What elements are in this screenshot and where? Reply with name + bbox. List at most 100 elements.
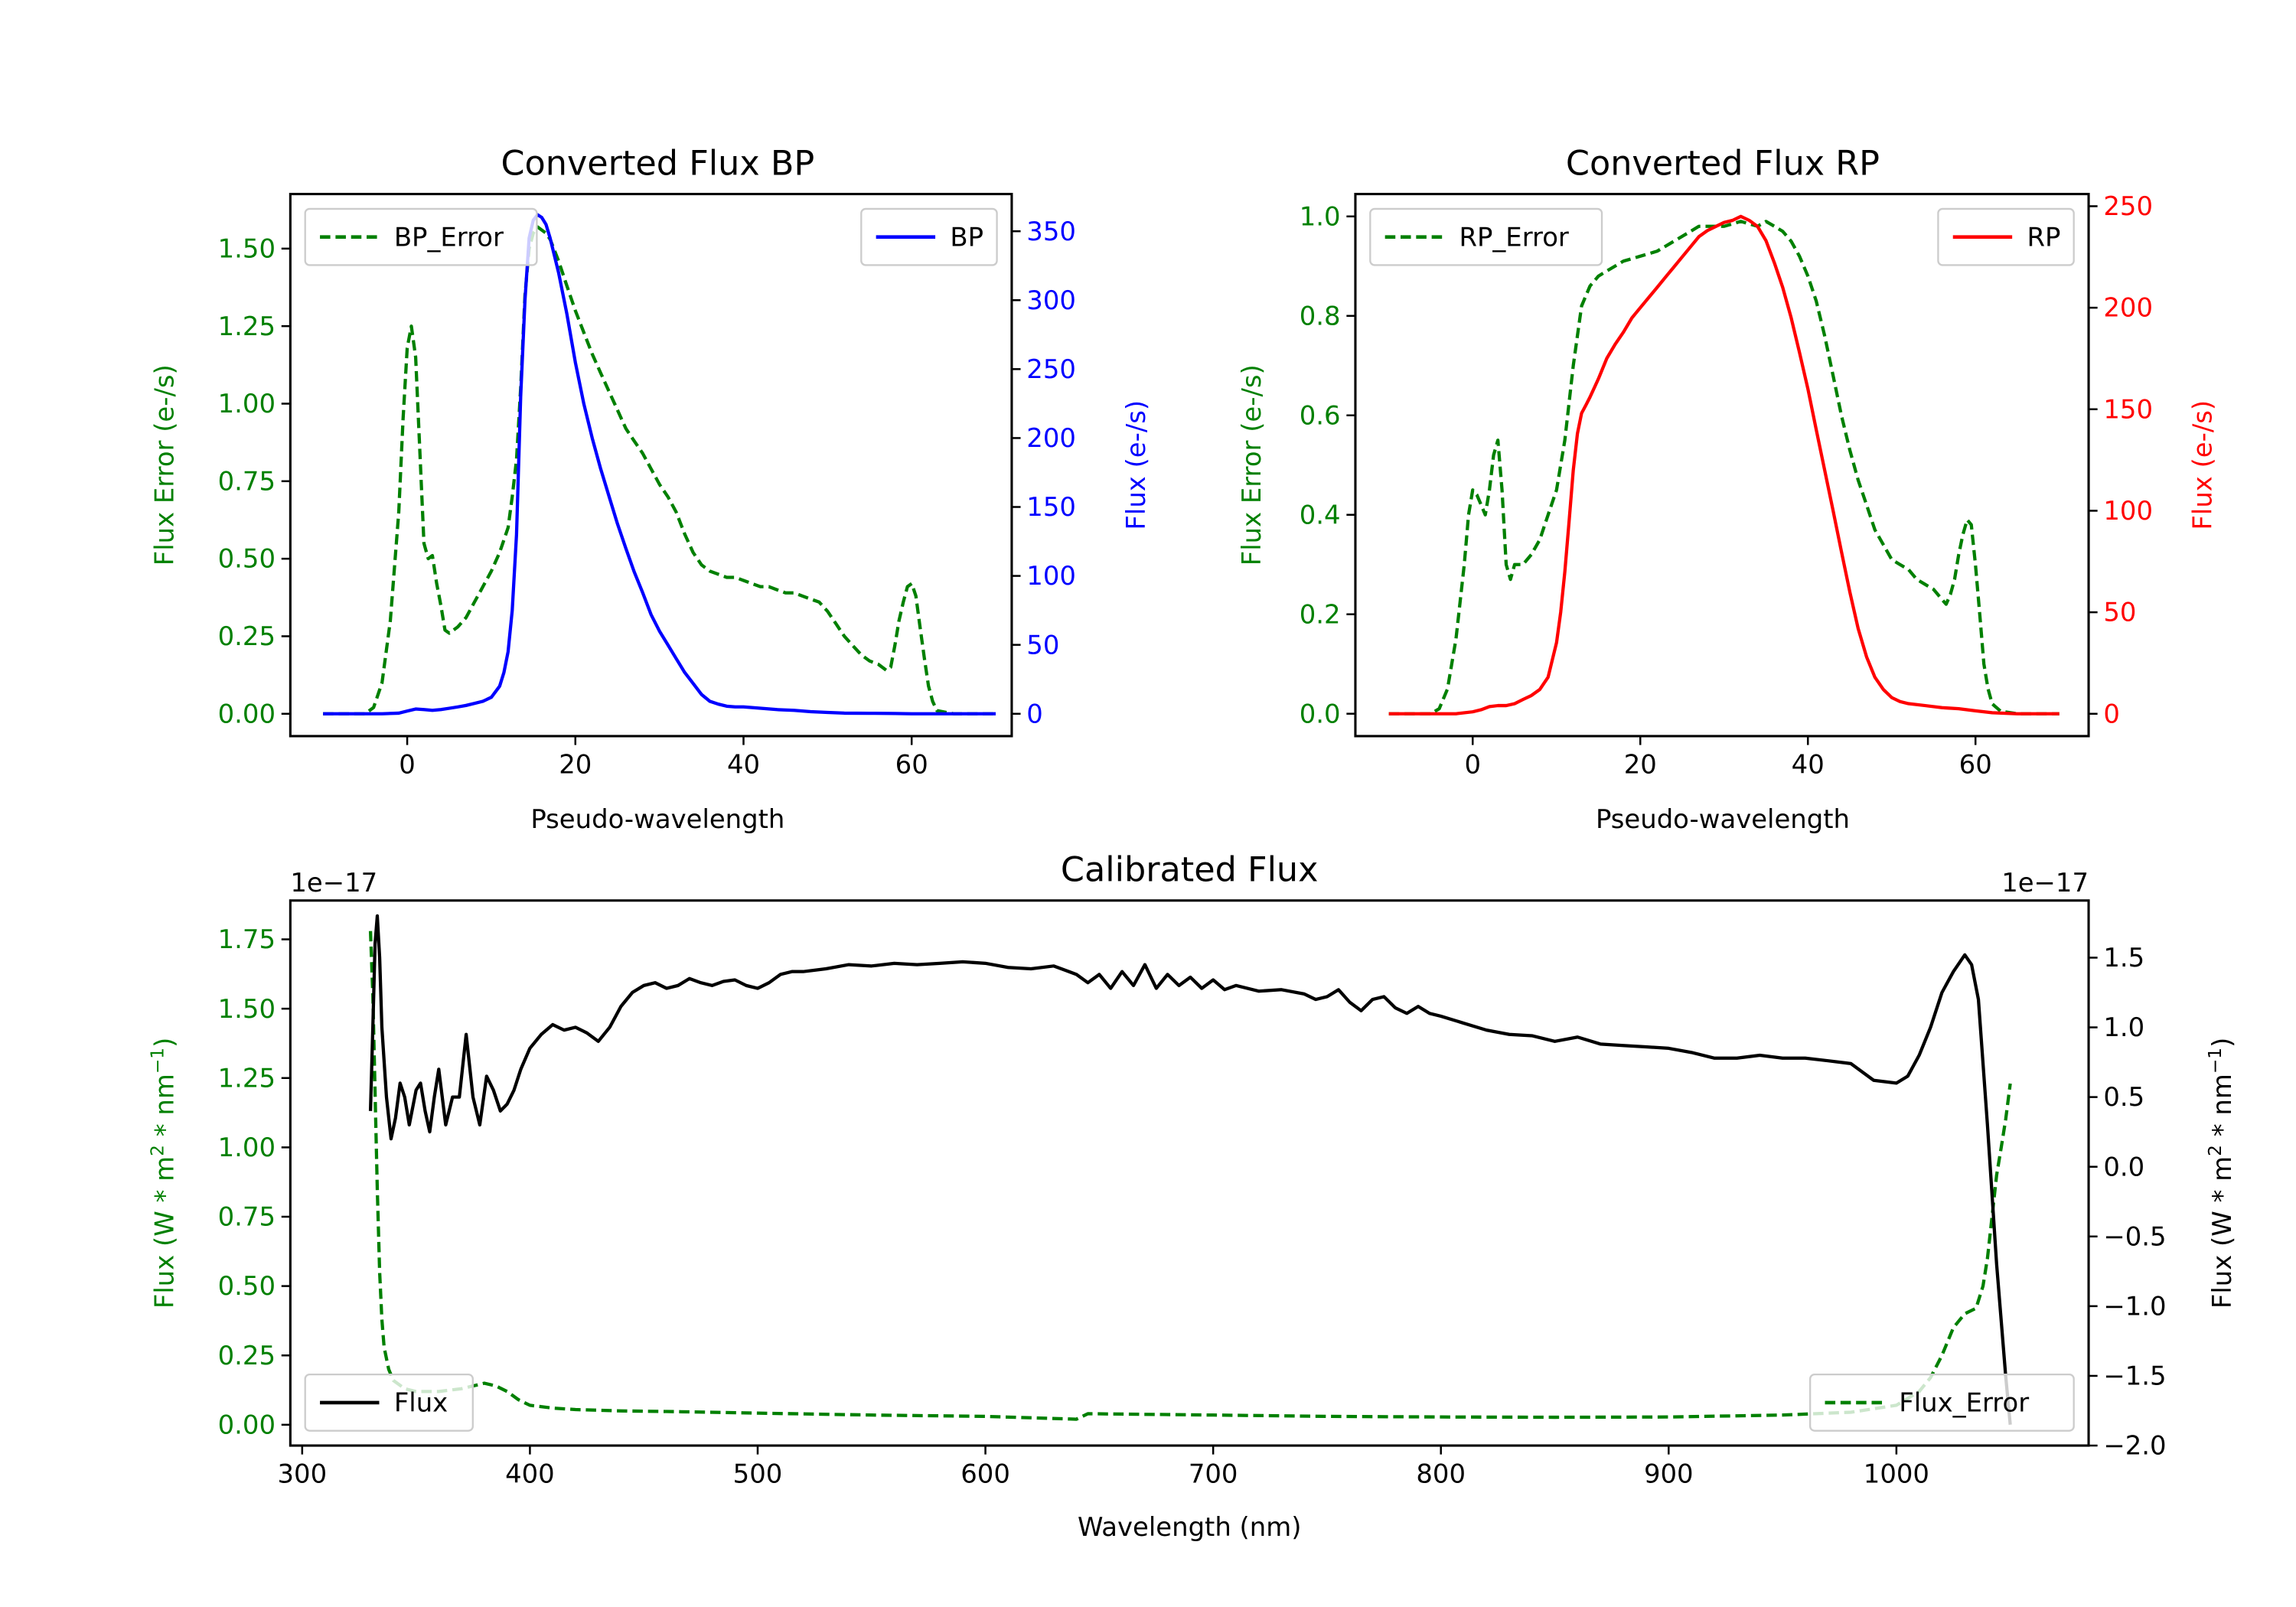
rp-xtick-label: 60 [1959, 749, 1992, 779]
calibrated-ytick-right-label: 1.5 [2103, 943, 2144, 973]
rp-axes-frame [1354, 193, 2090, 738]
rp-legend-left: RP_Error [1369, 207, 1603, 266]
calibrated-offset-left: 1e−17 [290, 868, 377, 898]
calibrated-ytick-right-label: 0.0 [2103, 1152, 2144, 1182]
bp-xlabel: Pseudo-wavelength [530, 804, 784, 834]
bp-legend-label: BP_Error [394, 222, 504, 252]
rp-ytick-left-label: 0.2 [1300, 599, 1341, 629]
calibrated-legend-label: Flux [394, 1388, 448, 1418]
rp-ylabel-right: Flux (e-/s) [2188, 400, 2218, 530]
bp-ytick-left-label: 0.00 [218, 699, 276, 729]
bp-axes-frame [289, 193, 1013, 738]
bp-ytick-right-label: 50 [1026, 630, 1059, 660]
bp-xtick-label: 0 [399, 749, 416, 779]
bp-ytick-left-label: 0.75 [218, 466, 276, 496]
calibrated-ylabel-left: Flux (W * m2 * nm−1) [147, 1038, 180, 1309]
calibrated-plot-area: 300 400 500 600 700 800 900 1000 0.00 0.25 0.50 0.7… [218, 899, 2167, 1488]
calibrated-legend-label: Flux_Error [1899, 1388, 2029, 1418]
rp-series-group [1388, 214, 2060, 715]
calibrated-ytick-left-label: 1.50 [218, 994, 276, 1024]
rp-ytick-right-label: 250 [2103, 191, 2153, 221]
bp-chart: Converted Flux BP Pseudo-wavelength Flux… [149, 144, 1151, 834]
calibrated-xtick-label: 500 [733, 1459, 783, 1488]
calibrated-title: Calibrated Flux [1061, 851, 1319, 890]
rp-ytick-left-label: 0.4 [1300, 500, 1341, 530]
rp-plot-area: 0 20 40 60 0.0 0.2 0.4 0.6 0.8 1.0 0 50 100 150 200 250… [1300, 191, 2153, 779]
rp-ylabel-left: Flux Error (e-/s) [1237, 364, 1267, 566]
calibrated-ytick-right-label: −1.5 [2103, 1361, 2166, 1391]
calibrated-ytick-left-label: 1.00 [218, 1133, 276, 1162]
bp-ytick-right-label: 100 [1026, 561, 1076, 591]
calibrated-ytick-left-label: 0.25 [218, 1341, 276, 1371]
bp-ytick-right-label: 350 [1026, 217, 1076, 246]
rp-line-rp [1388, 214, 2060, 715]
calibrated-ytick-left-label: 0.50 [218, 1271, 276, 1301]
rp-ytick-right-label: 150 [2103, 394, 2153, 424]
rp-legend-label: RP [2027, 222, 2061, 252]
calibrated-xtick-label: 1000 [1864, 1459, 1929, 1488]
bp-ytick-left-label: 1.00 [218, 389, 276, 419]
rp-ytick-left-label: 0.8 [1300, 301, 1341, 331]
bp-ylabel-right: Flux (e-/s) [1121, 400, 1151, 530]
bp-legend-box [304, 207, 538, 266]
calibrated-line-flux [368, 914, 2012, 1425]
bp-ytick-left-label: 1.25 [218, 311, 276, 341]
calibrated-legend-right: Flux_Error [1809, 1373, 2075, 1432]
rp-title: Converted Flux RP [1566, 144, 1880, 183]
rp-legend-right: RP [1937, 207, 2075, 266]
calibrated-legend-left: Flux [304, 1373, 474, 1432]
calibrated-chart: Calibrated Flux 1e−17 1e−17 Wavelength (… [147, 851, 2237, 1542]
calibrated-xtick-label: 600 [960, 1459, 1010, 1488]
calibrated-offset-right: 1e−17 [2001, 868, 2089, 898]
calibrated-xtick-label: 900 [1644, 1459, 1694, 1488]
calibrated-legend-box [1809, 1373, 2075, 1432]
calibrated-ytick-right-label: −1.0 [2103, 1291, 2166, 1321]
bp-ylabel-left: Flux Error (e-/s) [149, 364, 179, 566]
calibrated-xtick-label: 800 [1416, 1459, 1466, 1488]
bp-xtick-label: 40 [727, 749, 760, 779]
calibrated-ytick-left-label: 0.75 [218, 1202, 276, 1232]
bp-line-bp-error [323, 225, 996, 715]
rp-ytick-right-label: 0 [2103, 699, 2120, 729]
calibrated-xtick-label: 700 [1189, 1459, 1238, 1488]
calibrated-xtick-label: 400 [505, 1459, 555, 1488]
rp-ytick-left-label: 1.0 [1300, 201, 1341, 231]
bp-ytick-left-label: 0.25 [218, 621, 276, 651]
calibrated-line-flux-error [368, 931, 2012, 1421]
rp-xtick-label: 0 [1464, 749, 1481, 779]
calibrated-axes-frame [289, 899, 2090, 1447]
calibrated-ylabel-right: Flux (W * m2 * nm−1) [2204, 1038, 2236, 1309]
rp-line-rp-error [1388, 220, 2060, 715]
calibrated-ytick-right-label: −0.5 [2103, 1221, 2166, 1251]
rp-ytick-right-label: 50 [2103, 598, 2136, 627]
rp-xtick-label: 20 [1624, 749, 1657, 779]
calibrated-xtick-label: 300 [278, 1459, 328, 1488]
calibrated-ytick-left-label: 0.00 [218, 1410, 276, 1439]
bp-legend-label: BP [950, 222, 983, 252]
calibrated-series-group [368, 914, 2012, 1425]
calibrated-ytick-left-label: 1.25 [218, 1063, 276, 1093]
bp-ytick-right-label: 250 [1026, 354, 1076, 384]
bp-legend-left: BP_Error [304, 207, 538, 266]
bp-ytick-right-label: 0 [1026, 699, 1043, 729]
bp-series-group [323, 213, 996, 715]
calibrated-xlabel: Wavelength (nm) [1078, 1512, 1301, 1542]
rp-ytick-left-label: 0.6 [1300, 400, 1341, 430]
bp-ytick-left-label: 1.50 [218, 233, 276, 263]
bp-xtick-label: 60 [895, 749, 928, 779]
rp-ytick-left-label: 0.0 [1300, 699, 1341, 729]
bp-legend-right: BP [860, 207, 998, 266]
bp-title: Converted Flux BP [501, 144, 814, 183]
bp-xtick-label: 20 [559, 749, 592, 779]
rp-legend-label: RP_Error [1459, 222, 1568, 252]
bp-line-bp [323, 213, 996, 715]
rp-ytick-right-label: 200 [2103, 293, 2153, 323]
calibrated-legend-box [304, 1373, 474, 1432]
bp-ytick-right-label: 200 [1026, 423, 1076, 453]
bp-ytick-left-label: 0.50 [218, 544, 276, 574]
rp-chart: Converted Flux RP Pseudo-wavelength Flux… [1237, 144, 2218, 834]
calibrated-ytick-right-label: −2.0 [2103, 1431, 2166, 1461]
rp-xtick-label: 40 [1792, 749, 1825, 779]
calibrated-ytick-right-label: 1.0 [2103, 1012, 2144, 1042]
